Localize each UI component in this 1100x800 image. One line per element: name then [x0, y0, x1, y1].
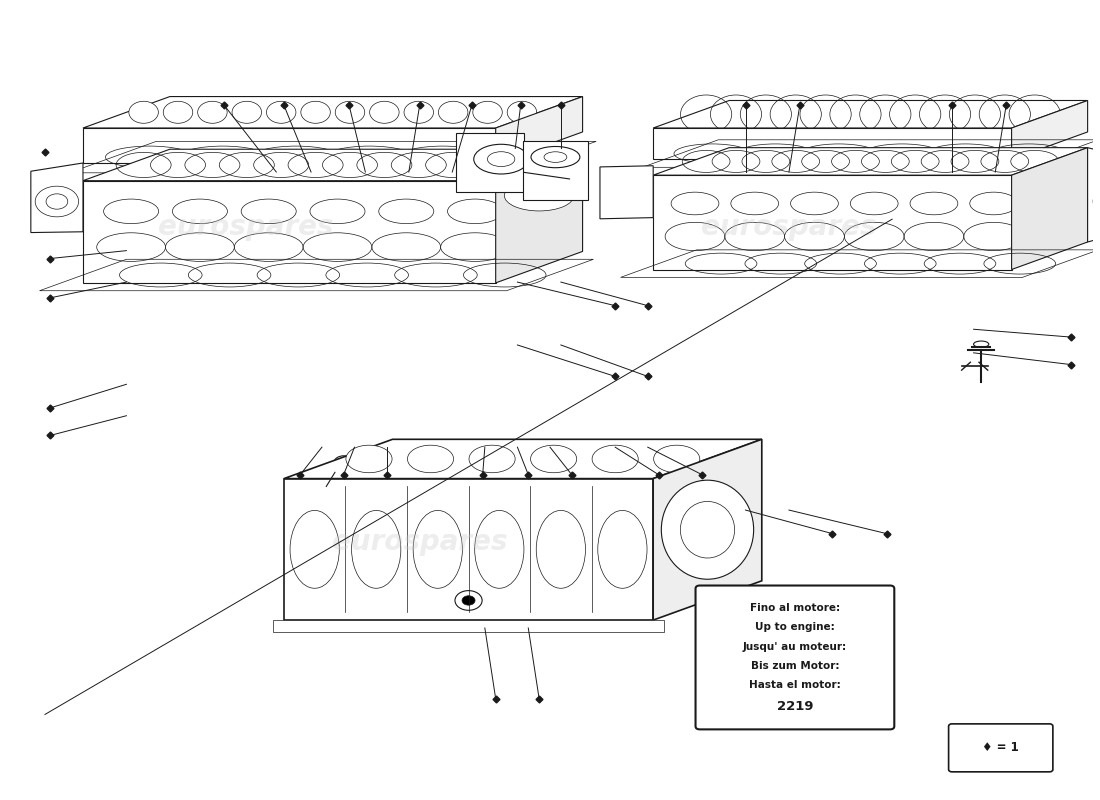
- Ellipse shape: [336, 102, 365, 123]
- Ellipse shape: [198, 102, 227, 123]
- Polygon shape: [600, 166, 653, 219]
- Ellipse shape: [339, 459, 349, 466]
- Polygon shape: [653, 439, 762, 620]
- Ellipse shape: [475, 510, 524, 588]
- Polygon shape: [653, 128, 1012, 159]
- Polygon shape: [1088, 148, 1100, 242]
- Polygon shape: [82, 150, 583, 181]
- Polygon shape: [653, 148, 1088, 175]
- Ellipse shape: [232, 102, 262, 123]
- Ellipse shape: [266, 102, 296, 123]
- Text: Jusqu' au moteur:: Jusqu' au moteur:: [742, 642, 847, 651]
- Ellipse shape: [507, 102, 537, 123]
- Polygon shape: [653, 101, 1088, 128]
- Text: ♦ = 1: ♦ = 1: [982, 742, 1019, 754]
- Ellipse shape: [473, 102, 503, 123]
- Text: Up to engine:: Up to engine:: [755, 622, 835, 632]
- Ellipse shape: [661, 480, 754, 579]
- Ellipse shape: [653, 446, 700, 473]
- Polygon shape: [31, 163, 82, 233]
- Ellipse shape: [414, 510, 462, 588]
- Polygon shape: [496, 150, 583, 283]
- Ellipse shape: [35, 186, 78, 217]
- Polygon shape: [1012, 148, 1088, 270]
- Ellipse shape: [469, 446, 515, 473]
- Text: Bis zum Motor:: Bis zum Motor:: [750, 661, 839, 671]
- Ellipse shape: [531, 146, 580, 168]
- Ellipse shape: [680, 502, 735, 558]
- Polygon shape: [82, 181, 496, 283]
- Ellipse shape: [597, 510, 647, 588]
- Polygon shape: [284, 478, 653, 620]
- Ellipse shape: [129, 102, 158, 123]
- Ellipse shape: [592, 446, 638, 473]
- Ellipse shape: [536, 510, 585, 588]
- Polygon shape: [522, 141, 588, 199]
- FancyBboxPatch shape: [948, 724, 1053, 772]
- Ellipse shape: [487, 152, 515, 166]
- Ellipse shape: [334, 456, 353, 470]
- Ellipse shape: [974, 341, 989, 347]
- Ellipse shape: [352, 510, 400, 588]
- Ellipse shape: [474, 144, 528, 174]
- Ellipse shape: [46, 194, 68, 209]
- Ellipse shape: [439, 102, 468, 123]
- Text: Hasta el motor:: Hasta el motor:: [749, 680, 840, 690]
- Text: Fino al motore:: Fino al motore:: [750, 603, 840, 613]
- Ellipse shape: [560, 172, 579, 186]
- Ellipse shape: [530, 446, 576, 473]
- Ellipse shape: [404, 102, 433, 123]
- Polygon shape: [82, 97, 583, 128]
- Polygon shape: [273, 620, 664, 632]
- Ellipse shape: [544, 152, 566, 162]
- Ellipse shape: [462, 596, 475, 605]
- Ellipse shape: [300, 102, 330, 123]
- Text: eurospares: eurospares: [701, 213, 877, 241]
- Polygon shape: [82, 128, 496, 163]
- Text: 2219: 2219: [777, 700, 813, 713]
- Ellipse shape: [370, 102, 399, 123]
- Ellipse shape: [455, 590, 482, 610]
- Text: eurospares: eurospares: [332, 527, 507, 555]
- Polygon shape: [496, 97, 583, 163]
- Polygon shape: [1012, 101, 1088, 159]
- FancyBboxPatch shape: [695, 586, 894, 730]
- Polygon shape: [653, 175, 1012, 270]
- Ellipse shape: [163, 102, 192, 123]
- Ellipse shape: [290, 510, 339, 588]
- Ellipse shape: [345, 446, 392, 473]
- Polygon shape: [455, 133, 524, 192]
- Ellipse shape: [1093, 187, 1100, 215]
- Ellipse shape: [407, 446, 453, 473]
- Text: eurospares: eurospares: [158, 213, 333, 241]
- Polygon shape: [284, 439, 762, 478]
- Ellipse shape: [505, 180, 574, 211]
